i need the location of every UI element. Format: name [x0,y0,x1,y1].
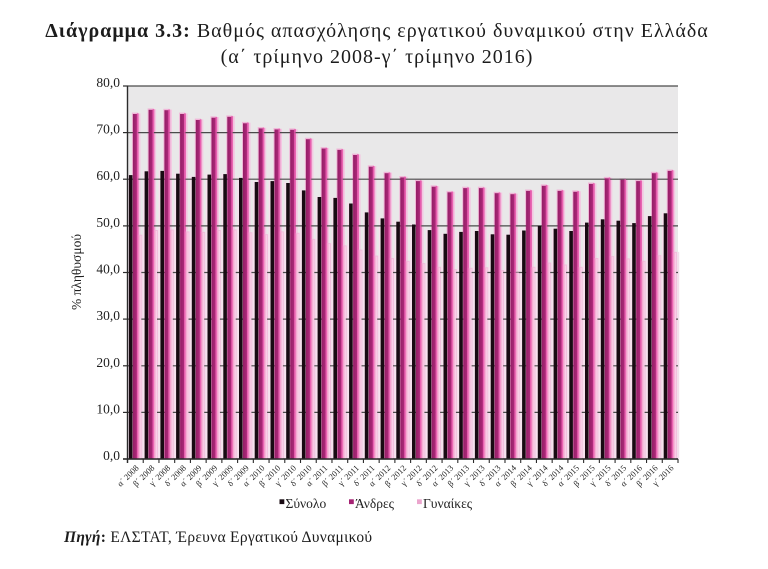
svg-text:30,0: 30,0 [96,308,120,323]
svg-text:80,0: 80,0 [96,75,120,90]
svg-text:20,0: 20,0 [96,355,120,370]
svg-text:50,0: 50,0 [96,215,120,230]
svg-text:10,0: 10,0 [96,401,120,416]
svg-text:60,0: 60,0 [96,168,120,183]
svg-text:Άνδρες: Άνδρες [355,496,395,511]
svg-text:70,0: 70,0 [96,122,120,137]
svg-text:% πληθυσμού: % πληθυσμού [69,234,84,310]
svg-text:40,0: 40,0 [96,262,120,277]
svg-text:0,0: 0,0 [103,448,120,463]
svg-text:Γυναίκες: Γυναίκες [423,496,473,511]
svg-text:Σύνολο: Σύνολο [286,496,327,511]
